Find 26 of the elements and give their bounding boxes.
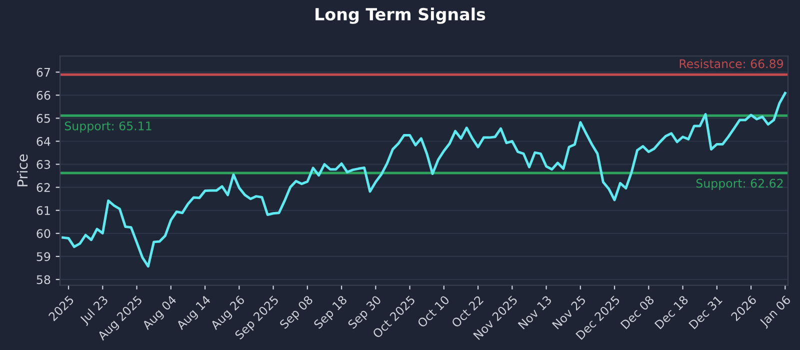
x-tick-label: Dec 08 [620, 294, 655, 330]
chart-title: Long Term Signals [316, 8, 486, 24]
y-tick-label: 59 [36, 252, 50, 262]
y-tick-label: 63 [36, 160, 50, 169]
y-tick-label: 66 [36, 90, 50, 100]
y-tick-label: 61 [36, 206, 50, 216]
x-tick-label: Jul 23 [78, 294, 110, 326]
x-tick-label: Dec 18 [654, 294, 689, 330]
y-tick-label: 67 [36, 68, 50, 77]
ref-line-label: Support: 62.62 [696, 178, 783, 190]
y-tick-label: 62 [36, 183, 50, 192]
y-tick-label: 65 [36, 114, 50, 123]
x-tick-label: Sep 18 [313, 295, 350, 331]
line-series [62, 92, 786, 268]
y-tick-label: 58 [36, 275, 50, 284]
x-tick-label: Nov 13 [518, 295, 552, 330]
y-axis-title: Price [16, 154, 28, 186]
x-tick-label: Jan 06 [758, 294, 793, 329]
ref-line-label: Support: 65.11 [64, 121, 152, 133]
x-tick-label: Oct 10 [416, 294, 450, 328]
x-tick-label: Dec 31 [688, 295, 723, 330]
x-tick-label: Oct 22 [450, 295, 484, 328]
y-tick-label: 60 [36, 229, 50, 238]
y-tick-label: 64 [36, 136, 50, 146]
x-tick-label: Sep 08 [279, 295, 315, 331]
ref-line-label: Resistance: 66.89 [680, 59, 784, 68]
